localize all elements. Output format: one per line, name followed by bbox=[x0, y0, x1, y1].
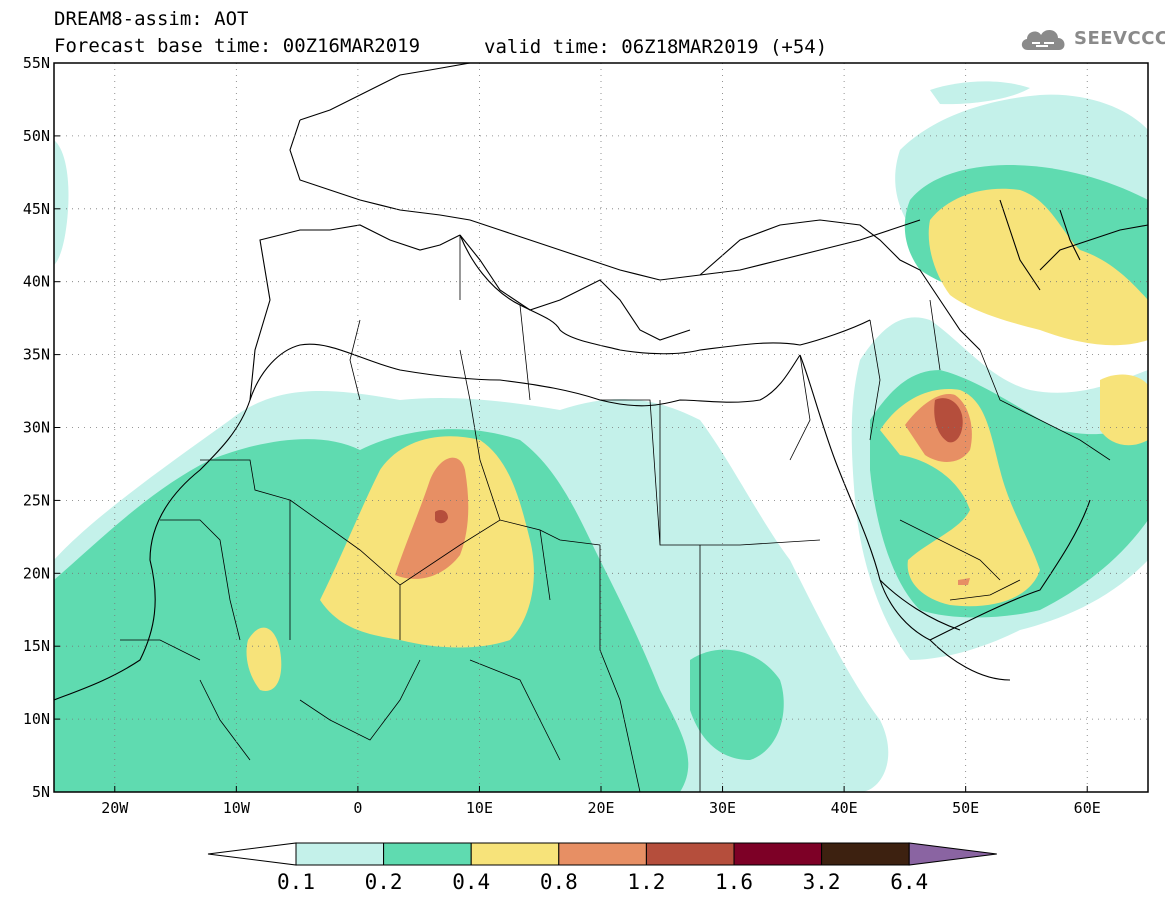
country-borders bbox=[120, 235, 1111, 792]
lat-label: 35N bbox=[23, 346, 50, 364]
map-title: DREAM8-assim: AOT bbox=[54, 8, 249, 30]
lat-label: 10N bbox=[23, 710, 50, 728]
colorbar-box bbox=[383, 842, 472, 866]
lat-label: 45N bbox=[23, 200, 50, 218]
colorbar-label: 3.2 bbox=[803, 870, 841, 894]
lon-label: 50E bbox=[952, 799, 979, 817]
colorbar-label: 1.6 bbox=[715, 870, 753, 894]
cloud-icon bbox=[1021, 29, 1065, 50]
valid-time: valid time: 06Z18MAR2019 (+54) bbox=[484, 36, 828, 58]
colorbar-box bbox=[470, 842, 560, 866]
aot-band-0.8 bbox=[395, 457, 469, 579]
latitude-labels: 5N 10N 15N 20N 25N 30N 35N 40N 45N 50N 55N bbox=[23, 54, 50, 801]
aot-band-0.4 bbox=[1100, 374, 1148, 446]
lat-label: 5N bbox=[32, 783, 50, 801]
colorbar-label: 0.8 bbox=[540, 870, 578, 894]
colorbar-box bbox=[558, 842, 647, 866]
colorbar-box bbox=[733, 842, 823, 866]
forecast-base-time: Forecast base time: 00Z16MAR2019 bbox=[54, 35, 421, 57]
lat-label: 25N bbox=[23, 491, 50, 509]
aot-band-0.8 bbox=[958, 578, 970, 585]
lon-label: 10E bbox=[466, 799, 493, 817]
lat-label: 30N bbox=[23, 419, 50, 437]
lon-label: 30E bbox=[709, 799, 736, 817]
lat-label: 20N bbox=[23, 564, 50, 582]
lon-label: 60E bbox=[1074, 799, 1101, 817]
colorbar-over-triangle bbox=[908, 842, 997, 866]
lon-label: 20W bbox=[101, 799, 129, 817]
aot-band-0.1 bbox=[54, 140, 69, 265]
colorbar-under-triangle bbox=[207, 842, 297, 866]
colorbar-label: 0.4 bbox=[452, 870, 490, 894]
colorbar-box bbox=[821, 842, 910, 866]
longitude-labels: 20W 10W 0 10E 20E 30E 40E 50E 60E bbox=[101, 799, 1101, 817]
aot-band-0.2 bbox=[690, 649, 784, 760]
colorbar-labels: 0.1 0.2 0.4 0.8 1.2 1.6 3.2 6.4 bbox=[277, 870, 928, 894]
lat-lon-grid bbox=[54, 63, 1148, 792]
seevccc-logo: SEEVCCC bbox=[1018, 24, 1165, 52]
aot-band-0.4 bbox=[928, 188, 1148, 346]
dust-aot-field bbox=[54, 81, 1148, 792]
colorbar-label: 0.2 bbox=[365, 870, 403, 894]
lon-label: 20E bbox=[587, 799, 614, 817]
lon-label: 0 bbox=[353, 799, 362, 817]
lat-label: 55N bbox=[23, 54, 50, 72]
colorbar-boxes bbox=[207, 842, 997, 866]
colorbar-label: 1.2 bbox=[627, 870, 665, 894]
colorbar-box bbox=[295, 842, 385, 866]
aot-band-1.2 bbox=[934, 398, 963, 443]
axis-ticks bbox=[54, 62, 1088, 793]
aot-band-0.1 bbox=[930, 81, 1030, 105]
lon-label: 10W bbox=[223, 799, 251, 817]
aot-band-1.2 bbox=[435, 510, 448, 524]
lat-label: 50N bbox=[23, 127, 50, 145]
coastlines-borders bbox=[54, 63, 1148, 701]
lat-label: 40N bbox=[23, 273, 50, 291]
lat-label: 15N bbox=[23, 637, 50, 655]
aot-band-0.4 bbox=[246, 627, 282, 691]
lon-label: 40E bbox=[831, 799, 858, 817]
logo-text: SEEVCCC bbox=[1074, 27, 1165, 49]
colorbar-label: 6.4 bbox=[890, 870, 928, 894]
colorbar-box bbox=[645, 842, 735, 866]
colorbar-label: 0.1 bbox=[277, 870, 315, 894]
